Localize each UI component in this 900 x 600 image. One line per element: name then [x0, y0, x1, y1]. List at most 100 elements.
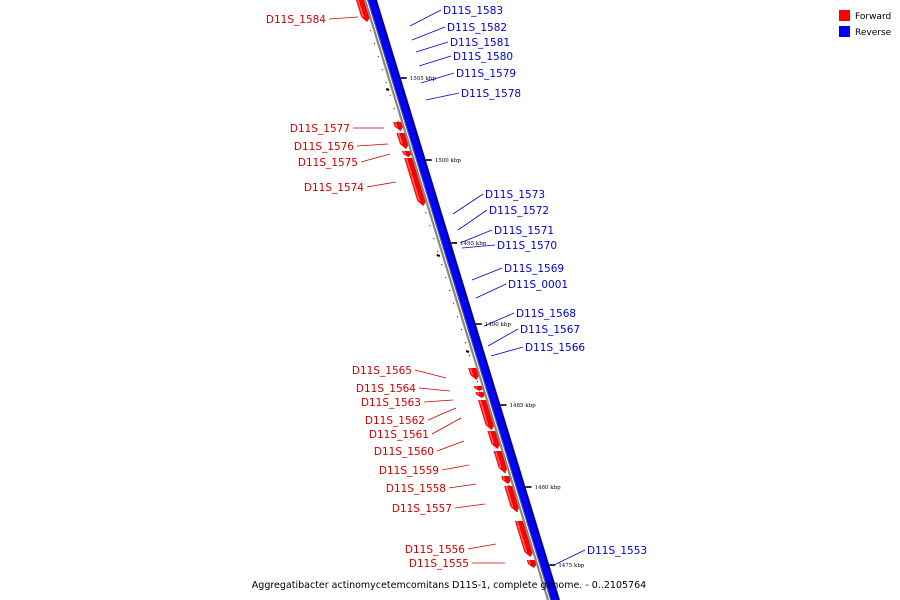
- reverse-gene-label[interactable]: D11S_1571: [494, 225, 554, 237]
- minor-tick: [385, 81, 387, 84]
- reverse-gene-label[interactable]: D11S_1568: [516, 308, 576, 320]
- minor-tick: [445, 276, 447, 279]
- forward-gene-label[interactable]: D11S_1562: [365, 415, 425, 427]
- reverse-gene-label[interactable]: D11S_1582: [447, 22, 507, 34]
- minor-tick: [464, 341, 467, 344]
- forward-gene-label[interactable]: D11S_1555: [409, 558, 469, 570]
- forward-gene-leader: [427, 407, 457, 421]
- scale-ticks: 1505 kbp 1500 kbp 1495 kbp 1490 kbp 1485 kbp…: [369, 29, 585, 569]
- forward-gene-highlight: [505, 485, 514, 508]
- forward-gene-highlight: [488, 430, 495, 445]
- forward-gene-label[interactable]: D11S_1563: [361, 397, 421, 409]
- scale-tick-label: 1505 kbp: [410, 76, 437, 82]
- reverse-gene-label[interactable]: D11S_1566: [525, 342, 585, 354]
- minor-tick: [504, 471, 506, 474]
- scale-tick-label: 1475 kbp: [558, 563, 585, 569]
- forward-gene-label[interactable]: D11S_1557: [392, 503, 452, 515]
- forward-gene-label[interactable]: D11S_1560: [374, 446, 434, 458]
- minor-tick: [409, 159, 411, 162]
- reverse-gene-label[interactable]: D11S_0001: [508, 279, 568, 291]
- backbone-line-inner: [367, 0, 551, 600]
- minor-tick: [452, 302, 455, 305]
- forward-gene-label[interactable]: D11S_1575: [298, 157, 358, 169]
- minor-tick: [460, 328, 463, 331]
- reverse-gene-label[interactable]: D11S_1570: [497, 240, 557, 252]
- forward-gene-leader: [441, 464, 470, 471]
- forward-gene-leader: [360, 153, 391, 163]
- minor-tick: [480, 393, 483, 396]
- minor-tick: [484, 406, 487, 409]
- minor-tick: [393, 107, 395, 110]
- reverse-gene-leader: [409, 9, 442, 27]
- legend-reverse-label: Reverse: [855, 28, 892, 38]
- reverse-gene-label[interactable]: D11S_1583: [443, 5, 503, 17]
- forward-gene-leader: [418, 387, 451, 392]
- minor-tick: [429, 224, 431, 227]
- reverse-gene-leader: [457, 209, 488, 231]
- minor-tick: [381, 68, 384, 71]
- reverse-gene-label[interactable]: D11S_1569: [504, 263, 564, 275]
- scale-tick-label: 1480 kbp: [535, 485, 562, 491]
- reverse-gene-label[interactable]: D11S_1579: [456, 68, 516, 80]
- minor-tick: [496, 445, 498, 448]
- reverse-gene-leader: [475, 283, 507, 299]
- forward-gene-label[interactable]: D11S_1561: [369, 429, 429, 441]
- minor-tick: [436, 254, 441, 257]
- scale-tick-label: 1500 kbp: [435, 158, 462, 164]
- reverse-gene-label[interactable]: D11S_1567: [520, 324, 580, 336]
- scale-tick-label: 1495 kbp: [460, 241, 487, 247]
- reverse-gene-label[interactable]: D11S_1553: [587, 545, 647, 557]
- forward-gene-label[interactable]: D11S_1565: [352, 365, 412, 377]
- minor-tick: [472, 367, 475, 370]
- backbone: [363, 0, 551, 600]
- scale-tick-label: 1490 kbp: [485, 322, 512, 328]
- reverse-gene-label[interactable]: D11S_1572: [489, 205, 549, 217]
- minor-tick: [448, 289, 451, 292]
- minor-tick: [373, 42, 376, 45]
- minor-tick: [385, 88, 390, 91]
- reverse-gene-label[interactable]: D11S_1573: [485, 189, 545, 201]
- reverse-gene-label[interactable]: D11S_1578: [461, 88, 521, 100]
- legend-reverse-swatch: [839, 26, 850, 37]
- forward-gene-label[interactable]: D11S_1577: [290, 123, 350, 135]
- minor-tick: [421, 198, 423, 201]
- forward-gene-label[interactable]: D11S_1564: [356, 383, 416, 395]
- minor-tick: [476, 380, 479, 383]
- reverse-gene-leader: [459, 229, 493, 244]
- minor-tick: [441, 263, 443, 266]
- forward-gene-label[interactable]: D11S_1559: [379, 465, 439, 477]
- reverse-gene-label[interactable]: D11S_1581: [450, 37, 510, 49]
- forward-gene-label[interactable]: D11S_1558: [386, 483, 446, 495]
- reverse-gene-arrow-shade: [374, 0, 560, 600]
- minor-tick: [417, 185, 419, 188]
- minor-tick: [433, 237, 435, 240]
- reverse-gene-leader: [461, 244, 496, 249]
- reverse-gene-leader: [418, 55, 452, 67]
- forward-gene-label[interactable]: D11S_1584: [266, 14, 326, 26]
- minor-tick: [532, 562, 534, 565]
- forward-gene-highlight: [475, 385, 478, 389]
- minor-tick: [456, 315, 459, 318]
- reverse-gene-label[interactable]: D11S_1580: [453, 51, 513, 63]
- minor-tick: [468, 354, 471, 357]
- forward-gene-leader: [467, 543, 497, 550]
- minor-tick: [528, 549, 530, 552]
- forward-gene-highlight: [502, 475, 506, 481]
- forward-gene-label[interactable]: D11S_1574: [304, 182, 364, 194]
- forward-gene-highlight: [357, 0, 364, 18]
- backbone-line: [363, 0, 550, 600]
- minor-tick: [369, 29, 372, 32]
- minor-tick: [500, 458, 502, 461]
- forward-gene-highlight: [516, 520, 528, 553]
- minor-tick: [401, 133, 403, 136]
- forward-gene-leader: [414, 369, 447, 379]
- forward-gene-label[interactable]: D11S_1576: [294, 141, 354, 153]
- minor-tick: [492, 432, 495, 435]
- forward-gene-leader: [454, 503, 486, 509]
- forward-gene-highlight: [528, 559, 531, 565]
- forward-gene-label[interactable]: D11S_1556: [405, 544, 465, 556]
- forward-gene-leader: [436, 440, 465, 452]
- forward-gene-leader: [356, 143, 389, 147]
- minor-tick: [516, 510, 518, 513]
